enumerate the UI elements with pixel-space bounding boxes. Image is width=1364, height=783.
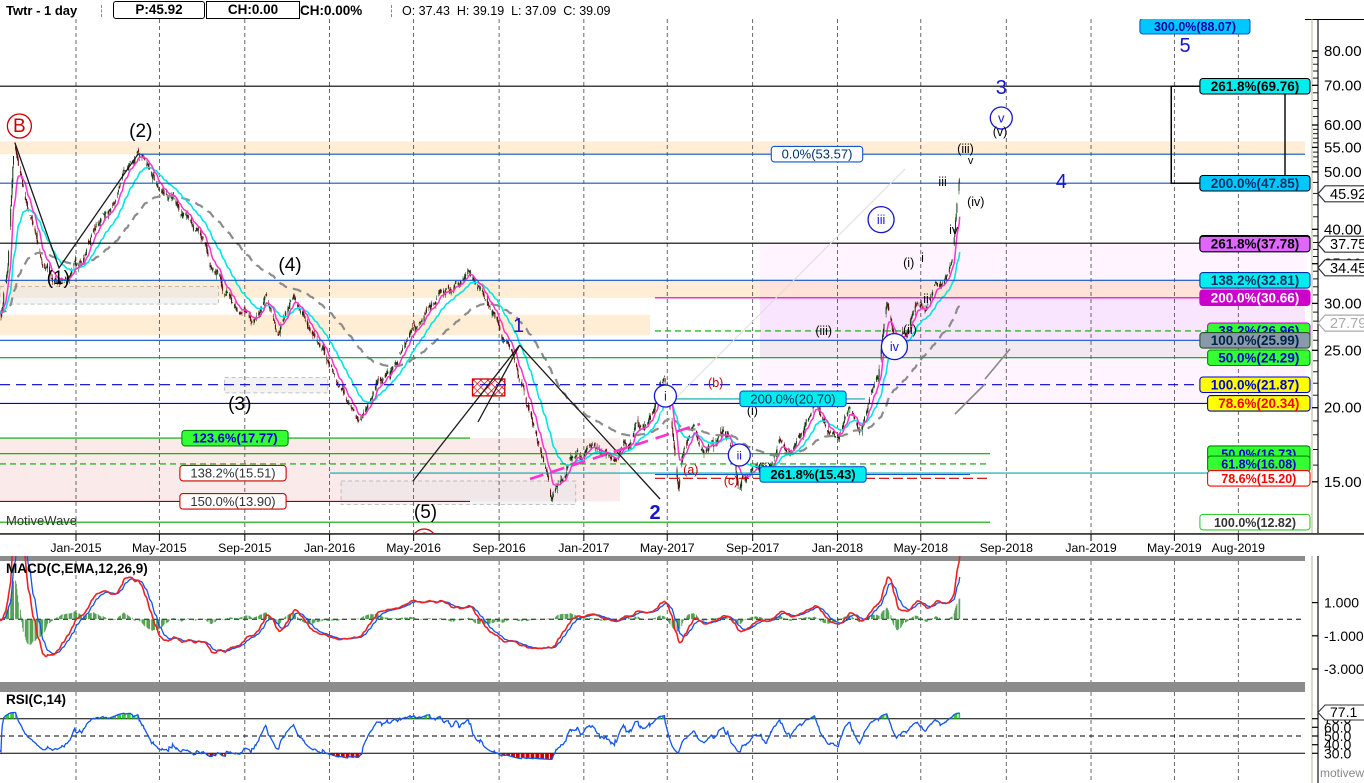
- svg-text:motivewave.com: motivewave.com: [1320, 766, 1364, 780]
- svg-text:30.0: 30.0: [1324, 745, 1351, 761]
- svg-text:Sep-2018: Sep-2018: [980, 541, 1033, 555]
- svg-text:May-2015: May-2015: [132, 541, 187, 555]
- svg-text:-1.000: -1.000: [1324, 628, 1364, 644]
- svg-text:77.1: 77.1: [1330, 704, 1357, 720]
- svg-text:200.0%(30.66): 200.0%(30.66): [1211, 291, 1300, 306]
- svg-text:0.0%(53.57): 0.0%(53.57): [782, 147, 853, 162]
- svg-text:123.6%(17.77): 123.6%(17.77): [192, 431, 277, 446]
- svg-text:300.0%(88.07): 300.0%(88.07): [1154, 20, 1236, 34]
- svg-text:50.00: 50.00: [1324, 164, 1362, 181]
- svg-text:1.000: 1.000: [1324, 595, 1359, 611]
- svg-text:20.00: 20.00: [1324, 400, 1362, 417]
- svg-text:37.75: 37.75: [1330, 237, 1364, 253]
- svg-text:61.8%(16.08): 61.8%(16.08): [1221, 458, 1296, 472]
- svg-text:261.8%(15.43): 261.8%(15.43): [770, 467, 855, 482]
- svg-text:261.8%(69.76): 261.8%(69.76): [1211, 79, 1300, 94]
- svg-text:45.92: 45.92: [1330, 187, 1364, 203]
- svg-text:78.6%(20.34): 78.6%(20.34): [1218, 396, 1299, 411]
- svg-text:100.0%(21.87): 100.0%(21.87): [1211, 377, 1300, 392]
- svg-text:138.2%(15.51): 138.2%(15.51): [190, 466, 275, 481]
- svg-text:38.2%(26.96): 38.2%(26.96): [1218, 324, 1299, 339]
- svg-text:May-2018: May-2018: [893, 541, 948, 555]
- svg-text:50.0%(24.29): 50.0%(24.29): [1218, 350, 1299, 365]
- svg-text:Sep-2016: Sep-2016: [472, 541, 525, 555]
- svg-text:Jan-2016: Jan-2016: [304, 541, 355, 555]
- svg-text:May-2017: May-2017: [640, 541, 695, 555]
- svg-text:Jan-2015: Jan-2015: [50, 541, 101, 555]
- svg-text:80.00: 80.00: [1324, 43, 1362, 60]
- svg-text:27.79: 27.79: [1330, 316, 1364, 332]
- svg-text:100.0%(25.99): 100.0%(25.99): [1211, 333, 1300, 348]
- svg-text:100.0%(12.82): 100.0%(12.82): [1214, 516, 1296, 530]
- svg-text:May-2019: May-2019: [1147, 541, 1202, 555]
- svg-text:138.2%(32.81): 138.2%(32.81): [1211, 273, 1300, 288]
- svg-text:Sep-2017: Sep-2017: [726, 541, 779, 555]
- svg-text:25.00: 25.00: [1324, 342, 1362, 359]
- svg-text:35.00: 35.00: [1324, 256, 1362, 273]
- svg-text:Aug-2019: Aug-2019: [1212, 541, 1265, 555]
- svg-text:40.00: 40.00: [1324, 221, 1362, 238]
- svg-text:200.0%(47.85): 200.0%(47.85): [1211, 176, 1300, 191]
- svg-text:34.45: 34.45: [1330, 261, 1364, 277]
- svg-text:70.00: 70.00: [1324, 77, 1362, 94]
- svg-text:261.8%(37.78): 261.8%(37.78): [1211, 237, 1300, 252]
- svg-text:200.0%(20.70): 200.0%(20.70): [750, 391, 835, 406]
- svg-text:MotiveWave: MotiveWave: [6, 513, 77, 528]
- svg-text:30.00: 30.00: [1324, 295, 1362, 312]
- svg-text:150.0%(13.90): 150.0%(13.90): [190, 494, 275, 509]
- svg-text:55.00: 55.00: [1324, 139, 1362, 156]
- svg-text:-3.000: -3.000: [1324, 661, 1364, 677]
- svg-text:Jan-2019: Jan-2019: [1065, 541, 1116, 555]
- svg-text:15.00: 15.00: [1324, 474, 1362, 491]
- svg-text:161.8%(37.90): 161.8%(37.90): [1211, 236, 1300, 251]
- svg-text:78.6%(15.20): 78.6%(15.20): [1221, 472, 1296, 486]
- svg-text:May-2016: May-2016: [386, 541, 441, 555]
- svg-text:Jan-2017: Jan-2017: [558, 541, 609, 555]
- svg-text:Sep-2015: Sep-2015: [218, 541, 271, 555]
- svg-text:Jan-2018: Jan-2018: [812, 541, 863, 555]
- svg-text:60.00: 60.00: [1324, 117, 1362, 134]
- svg-text:50.0%(16.73): 50.0%(16.73): [1221, 447, 1296, 461]
